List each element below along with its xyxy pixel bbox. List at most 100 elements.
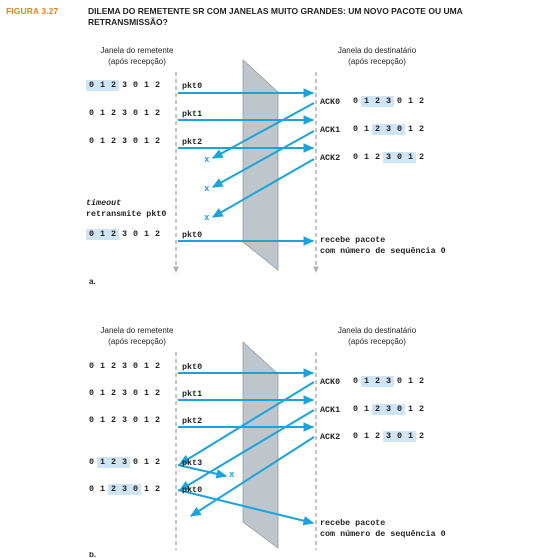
seq-number: 2 — [108, 229, 119, 240]
receiver-header-b: Janela do destinatário (após recepção) — [337, 326, 417, 346]
seq-number: 2 — [108, 484, 119, 495]
packet-label: pkt2 — [182, 137, 203, 147]
seq-number: 2 — [154, 136, 161, 146]
seq-number: 1 — [363, 152, 370, 162]
ack2-arrow-b — [189, 436, 315, 517]
seq-number: 0 — [394, 431, 405, 442]
seq-number: 2 — [110, 415, 117, 425]
seq-number: 2 — [154, 229, 161, 239]
seq-number: 1 — [99, 388, 106, 398]
ack-label: ACK1 — [320, 405, 341, 415]
seq-number: 0 — [88, 361, 95, 371]
seq-number: 0 — [88, 136, 95, 146]
seq-number: 0 — [132, 457, 139, 467]
packet-label: pkt0 — [182, 485, 203, 495]
seq-number: 1 — [99, 136, 106, 146]
seq-number: 1 — [363, 431, 370, 441]
seq-number: 2 — [418, 96, 425, 106]
channel-panel-a — [242, 59, 279, 271]
seq-number: 2 — [110, 388, 117, 398]
ack-label: ACK2 — [320, 432, 341, 442]
seq-number: 0 — [352, 152, 359, 162]
figure-label: FIGURA 3.27 — [6, 6, 59, 16]
seq-number: 1 — [143, 80, 150, 90]
seq-number: 2 — [372, 96, 383, 107]
seq-number: 0 — [352, 124, 359, 134]
part-b-label: b. — [89, 552, 97, 558]
loss-mark: x — [204, 184, 210, 194]
seq-number: 0 — [352, 431, 359, 441]
seq-number: 0 — [86, 80, 97, 91]
arrows-a — [178, 88, 315, 246]
seq-number: 0 — [352, 404, 359, 414]
channel-panel-b — [242, 341, 279, 549]
seq-number: 1 — [405, 152, 416, 163]
ack1-arrow-b — [178, 409, 315, 491]
seq-number: 0 — [88, 484, 95, 494]
seq-number: 1 — [143, 484, 150, 494]
seq-number: 1 — [143, 415, 150, 425]
sender-header-b: Janela do remetente (após recepção) — [100, 326, 174, 346]
seq-number: 3 — [383, 431, 394, 442]
packet-label: pkt0 — [182, 362, 203, 372]
ack2-arrow-a — [211, 158, 315, 218]
loss-mark: x — [229, 470, 235, 480]
seq-number: 1 — [99, 484, 106, 494]
seq-number: 2 — [154, 361, 161, 371]
seq-number: 2 — [154, 484, 161, 494]
seq-number: 1 — [143, 361, 150, 371]
seq-number: 2 — [372, 404, 383, 415]
figure-title: DILEMA DO REMETENTE SR COM JANELAS MUITO… — [88, 6, 463, 27]
seq-number: 0 — [352, 376, 359, 386]
seq-number: 0 — [394, 124, 405, 135]
timeline-group-a — [173, 59, 319, 273]
seq-number: 0 — [88, 415, 95, 425]
receive-label-line2: com número de sequência 0 — [320, 529, 446, 539]
seq-number: 2 — [418, 152, 425, 162]
seq-number: 1 — [143, 457, 150, 467]
seq-number: 3 — [383, 96, 394, 107]
seq-number: 0 — [86, 229, 97, 240]
seq-number: 2 — [372, 124, 383, 135]
packet-label: pkt1 — [182, 109, 203, 119]
seq-number: 1 — [97, 457, 108, 468]
seq-number: 2 — [110, 108, 117, 118]
ack-label: ACK1 — [320, 125, 341, 135]
seq-number: 1 — [143, 136, 150, 146]
seq-number: 1 — [99, 361, 106, 371]
seq-number: 3 — [121, 361, 128, 371]
seq-number: 2 — [154, 80, 161, 90]
seq-number: 2 — [154, 388, 161, 398]
arrows-b — [177, 368, 315, 526]
seq-number: 3 — [121, 388, 128, 398]
seq-number: 2 — [108, 457, 119, 468]
seq-number: 3 — [121, 136, 128, 146]
packet-label: pkt0 — [182, 230, 203, 240]
seq-number: 0 — [132, 136, 139, 146]
loss-mark: x — [204, 155, 210, 165]
seq-number: 0 — [88, 388, 95, 398]
part-a-label: a. — [89, 277, 96, 286]
packet-label: pkt2 — [182, 416, 203, 426]
timeline-group-b — [175, 341, 317, 550]
receive-label-line1: recebe pacote — [320, 235, 386, 245]
seq-number: 0 — [132, 415, 139, 425]
seq-number: 0 — [396, 96, 403, 106]
seq-number: 3 — [121, 229, 128, 239]
seq-number: 0 — [132, 229, 139, 239]
seq-number: 1 — [143, 229, 150, 239]
seq-number: 3 — [383, 404, 394, 415]
seq-number: 2 — [418, 124, 425, 134]
seq-number: 1 — [99, 108, 106, 118]
seq-number: 0 — [132, 80, 139, 90]
seq-number: 3 — [383, 124, 394, 135]
